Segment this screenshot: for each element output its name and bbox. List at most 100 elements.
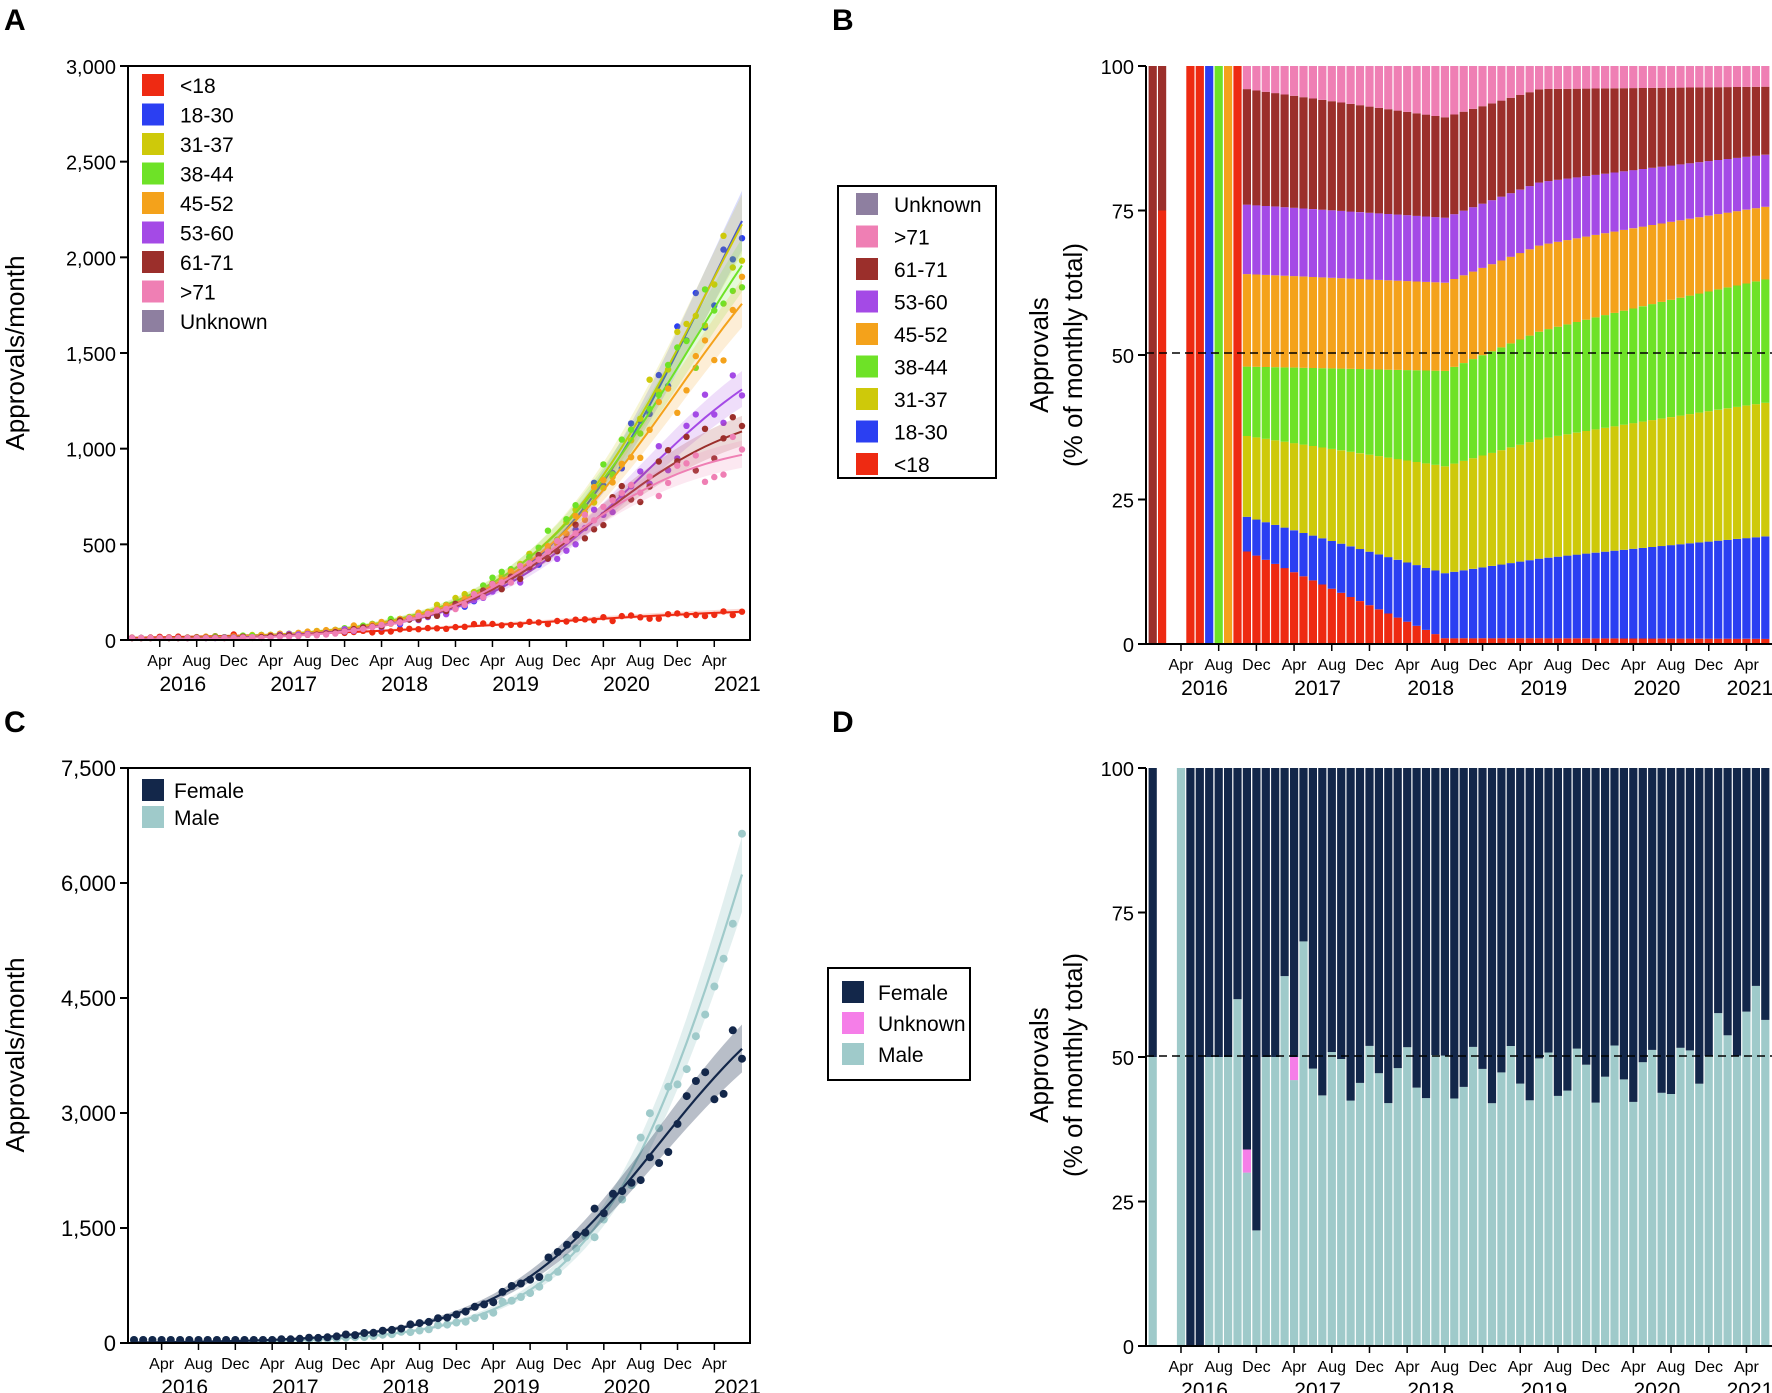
- panel-b-bar-segment: [1271, 93, 1280, 207]
- panel-d-bar-female: [1271, 768, 1280, 1057]
- panel-b-legend-label: 45-52: [894, 324, 948, 347]
- panel-c-xtick-label: Apr: [260, 1356, 286, 1373]
- panel-c-point-female: [738, 1054, 746, 1063]
- panel-b-bar-segment: [1403, 460, 1412, 563]
- panel-b-bar-segment: [1497, 638, 1506, 644]
- panel-b-bar-segment: [1318, 538, 1327, 585]
- panel-d-bar-male: [1384, 1103, 1393, 1346]
- panel-d-bar-female: [1261, 768, 1270, 1057]
- panel-c-point-male: [406, 1328, 415, 1337]
- panel-c-point-male: [728, 919, 737, 928]
- panel-c-point-male: [526, 1289, 535, 1298]
- panel-c-point-female: [443, 1313, 452, 1322]
- panel-b-bar-segment: [1582, 176, 1591, 237]
- panel-c-point-female: [627, 1178, 636, 1187]
- panel-c-year-label: 2017: [272, 1376, 319, 1393]
- panel-b-bar-segment: [1195, 66, 1204, 644]
- panel-c-point-female: [572, 1230, 581, 1239]
- panel-b-bar-segment: [1355, 549, 1365, 601]
- panel-b-bar-segment: [1374, 279, 1383, 370]
- panel-b-bar-segment: [1516, 253, 1525, 340]
- panel-a-point-53-60: [683, 422, 690, 429]
- panel-b-bar-segment: [1619, 638, 1628, 644]
- panel-a-point-38-44: [526, 553, 533, 561]
- panel-b-bar-segment: [1657, 66, 1666, 88]
- panel-a-year-label: 2016: [159, 673, 206, 696]
- panel-b-xtick-label: Apr: [1395, 657, 1421, 674]
- panel-a-point->71: [498, 579, 505, 586]
- panel-a-point->71: [627, 481, 635, 489]
- panel-a-point-<18: [507, 621, 515, 629]
- panel-b-bar-segment: [1685, 218, 1694, 296]
- panel-b-bar-segment: [1337, 210, 1346, 279]
- panel-c-xtick-label: Aug: [626, 1356, 654, 1373]
- panel-b-bar-segment: [1657, 223, 1666, 302]
- panel-d-bar-male: [1544, 1052, 1553, 1346]
- panel-a-point-53-60: [590, 506, 598, 513]
- panel-b-bar-segment: [1676, 415, 1685, 545]
- panel-b-bar-segment: [1261, 206, 1270, 275]
- panel-d-bar-male: [1695, 1083, 1704, 1346]
- panel-b-bar-segment: [1657, 638, 1666, 644]
- panel-b-bar-segment: [1261, 274, 1270, 367]
- panel-c-point-female: [305, 1333, 313, 1342]
- panel-d-xtick-label: Apr: [1282, 1359, 1308, 1376]
- panel-d-bar-male: [1761, 1019, 1770, 1346]
- panel-b-bar-segment: [1695, 412, 1704, 543]
- panel-a-point-31-37: [674, 328, 681, 336]
- panel-b-bar-segment: [1280, 94, 1289, 208]
- panel-b-bar-segment: [1704, 411, 1713, 542]
- panel-a-xtick-label: Dec: [441, 653, 469, 670]
- panel-b-legend-swatch: [856, 323, 878, 345]
- panel-b-bar-segment: [1601, 315, 1610, 428]
- panel-b-bar-segment: [1290, 207, 1299, 277]
- panel-a-point-45-52: [618, 460, 625, 467]
- panel-c-band-female: [134, 1024, 742, 1343]
- panel-a-point->71: [738, 446, 746, 453]
- panel-c-point-female: [415, 1319, 424, 1328]
- panel-d-bar-female: [1280, 768, 1289, 977]
- panel-b-bar-segment: [1638, 421, 1647, 548]
- panel-b-bar-segment: [1695, 542, 1704, 639]
- panel-a-point->71: [249, 634, 256, 641]
- panel-b-bar-segment: [1242, 204, 1251, 275]
- panel-a-point->71: [424, 610, 431, 617]
- panel-b-bar-segment: [1516, 561, 1525, 639]
- panel-b-bar-segment: [1487, 351, 1497, 453]
- panel-b-bar-segment: [1751, 638, 1760, 644]
- panel-a-point-<18: [517, 621, 524, 628]
- panel-c-point-male: [480, 1312, 489, 1320]
- panel-d-bar-female: [1544, 768, 1553, 1053]
- panel-d-bar-male: [1619, 1079, 1628, 1346]
- panel-c-point-male: [489, 1308, 498, 1317]
- panel-b-bar-segment: [1450, 638, 1459, 644]
- panel-b-bar-segment: [1365, 66, 1374, 107]
- panel-b-bar-segment: [1450, 114, 1459, 215]
- panel-b-bar-segment: [1450, 463, 1459, 572]
- panel-b-bar-segment: [1412, 281, 1421, 371]
- panel-c-point-male: [738, 829, 746, 838]
- panel-b-bar-segment: [1563, 66, 1572, 89]
- panel-a-point-18-30: [692, 289, 699, 297]
- panel-b-bar-segment: [1751, 155, 1760, 209]
- panel-a-point-45-52: [664, 385, 672, 392]
- panel-b-bar-segment: [1459, 638, 1468, 644]
- panel-d-xtick-label: Apr: [1508, 1359, 1534, 1376]
- panel-a-point-61-71: [433, 612, 441, 619]
- panel-b-bar-segment: [1676, 544, 1685, 639]
- panel-a-point-38-44: [563, 516, 570, 523]
- panel-b-bar-segment: [1591, 317, 1600, 430]
- panel-a-point->71: [378, 621, 385, 629]
- panel-a-legend-label: Unknown: [180, 311, 268, 334]
- panel-c-point-male: [553, 1267, 562, 1276]
- panel-a-point->71: [711, 473, 718, 481]
- panel-b-xtick-label: Dec: [1242, 657, 1270, 674]
- panel-b-bar-segment: [1516, 66, 1525, 95]
- panel-b-bar-segment: [1544, 66, 1553, 89]
- panel-d-xtick-label: Dec: [1355, 1359, 1383, 1376]
- panel-b-bar-segment: [1582, 66, 1591, 89]
- panel-b-bar-segment: [1421, 216, 1431, 282]
- panel-b-bar-segment: [1638, 66, 1647, 88]
- panel-b-bar-segment: [1308, 277, 1317, 368]
- panel-b-xtick-label: Dec: [1695, 657, 1723, 674]
